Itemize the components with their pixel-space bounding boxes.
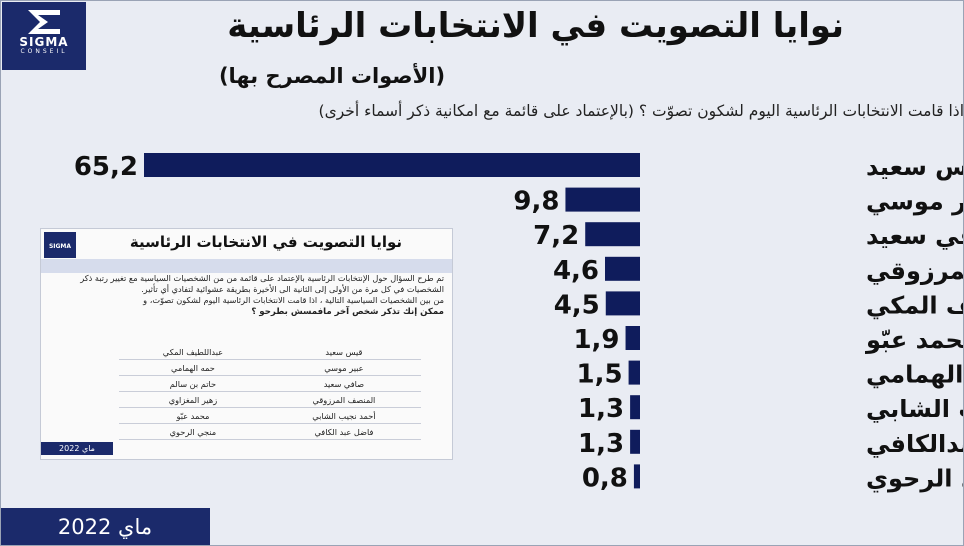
bar [605, 291, 640, 316]
table-cell: منجي الرحوي [119, 423, 267, 440]
table-cell: قيس سعيد [266, 344, 421, 360]
card-title: نوايا التصويت في الانتخابات الرئاسية [129, 233, 402, 251]
category-label: عبداللطيف المكي [866, 291, 964, 319]
logo-sub: CONSEIL [20, 48, 68, 55]
table-cell: فاضل عبد الكافي [266, 423, 421, 440]
value-label: 4,6 [553, 256, 599, 286]
logo-name: SIGMA [19, 35, 69, 49]
card-logo: SIGMA [44, 232, 76, 258]
sigma-symbol-icon [28, 10, 60, 34]
card-text-intro: تم طرح السؤال حول الإنتخابات الرئاسية با… [80, 273, 444, 294]
category-label: عبير موسي [866, 188, 964, 216]
table-cell: زهير المغزاوي [119, 391, 267, 408]
bar [144, 153, 640, 177]
table-cell: المنصف المرزوقي [266, 391, 421, 408]
table-row: المنصف المرزوقي زهير المغزاوي [119, 391, 421, 408]
card-header-band [41, 259, 452, 273]
category-label: صافي سعيد [866, 222, 964, 250]
card-text-question: من بين الشخصيات السياسية التالية ، اذا ق… [143, 295, 444, 305]
category-label: منجي الرحوي [866, 464, 964, 492]
bar [565, 187, 640, 212]
value-label: 9,8 [513, 187, 559, 217]
table-cell: أحمد نجيب الشابي [266, 407, 421, 424]
category-label: المنصف المرزوقي [866, 257, 964, 285]
table-row: فاضل عبد الكافي منجي الرحوي [119, 423, 421, 440]
survey-question: اذا قامت الانتخابات الرئاسية اليوم لشكون… [318, 102, 964, 120]
value-label: 65,2 [74, 152, 138, 182]
value-label: 1,9 [573, 325, 619, 355]
page-title: نوايا التصويت في الانتخابات الرئاسية [227, 6, 844, 46]
bar [605, 256, 640, 281]
table-cell: عبير موسي [266, 359, 421, 376]
category-label: أحمد نجيب الشابي [866, 393, 964, 423]
category-label: قيس سعيد [866, 153, 964, 181]
candidate-table: قيس سعيد عبداللطيف المكي عبير موسي حمه اله… [119, 344, 421, 440]
table-row: أحمد نجيب الشابي محمد عبّو [119, 407, 421, 424]
bar [585, 222, 640, 247]
footer-date: ماي 2022 [0, 508, 210, 546]
table-cell: محمد عبّو [119, 407, 267, 424]
value-label: 1,3 [578, 429, 624, 459]
category-label: محمد عبّو [865, 326, 964, 354]
value-label: 4,5 [554, 290, 600, 320]
value-label: 0,8 [582, 463, 628, 493]
bar [630, 395, 640, 420]
value-label: 1,5 [577, 360, 623, 390]
bar [625, 326, 640, 350]
table-cell: عبداللطيف المكي [119, 344, 267, 360]
bar [630, 429, 640, 454]
card-date: ماي 2022 [41, 442, 113, 455]
category-label: حمه الهمامي [866, 361, 964, 389]
bar [633, 464, 640, 489]
table-cell: حمه الهمامي [119, 359, 267, 376]
table-row: عبير موسي حمه الهمامي [119, 359, 421, 376]
card-description: تم طرح السؤال حول الإنتخابات الرئاسية با… [47, 273, 444, 318]
sigma-logo: SIGMA CONSEIL [2, 2, 86, 70]
value-label: 1,3 [578, 394, 624, 424]
table-cell: حاتم بن سالم [119, 375, 267, 392]
value-label: 7,2 [533, 221, 579, 251]
bar [628, 360, 640, 385]
inset-survey-card: SIGMA نوايا التصويت في الانتخابات الرئاس… [40, 228, 453, 460]
table-row: صافي سعيد حاتم بن سالم [119, 375, 421, 392]
table-row: قيس سعيد عبداللطيف المكي [119, 344, 421, 360]
table-cell: صافي سعيد [266, 375, 421, 392]
page-subtitle: (الأصوات المصرح بها) [218, 64, 446, 88]
card-text-emphasis: ممكن إنك تذكر شخص آخر مافمسش بطرحو ؟ [251, 307, 444, 317]
card-logo-name: SIGMA [48, 243, 72, 250]
